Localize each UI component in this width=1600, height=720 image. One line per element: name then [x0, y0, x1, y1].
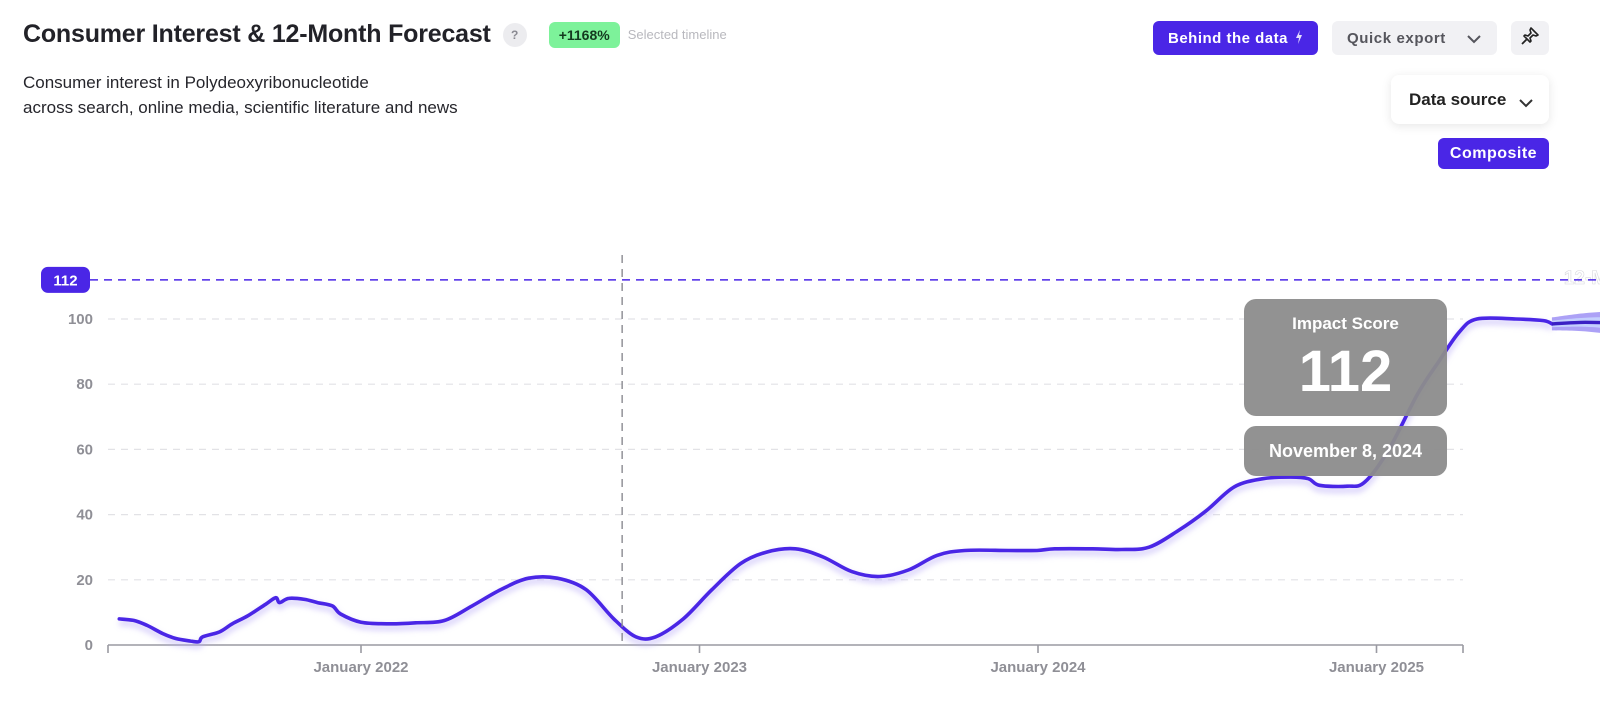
- change-badge: +1168%: [548, 21, 620, 48]
- y-tick-label: 100: [68, 311, 93, 328]
- series-line-historical: [117, 316, 1554, 644]
- x-tick-label: January 2025: [1329, 659, 1424, 676]
- header: Consumer Interest & 12-Month Forecast ? …: [23, 20, 727, 49]
- forecast-label: 12-Month Forecast: [1564, 268, 1600, 289]
- timeline-note: Selected timeline: [627, 27, 727, 42]
- data-source-dropdown[interactable]: Data source: [1391, 75, 1549, 124]
- x-tick-label: January 2023: [652, 659, 747, 676]
- quick-export-button[interactable]: Quick export: [1332, 21, 1497, 55]
- chevron-down-icon: [1519, 93, 1533, 113]
- pin-icon: [1521, 26, 1539, 50]
- y-value-badge: [41, 266, 90, 293]
- forecast-band-outer: [1551, 312, 1600, 333]
- composite-button[interactable]: Composite: [1438, 138, 1549, 169]
- help-icon[interactable]: ?: [502, 22, 527, 47]
- data-source-label: Data source: [1409, 89, 1507, 109]
- x-tick-label: January 2024: [990, 659, 1086, 676]
- y-tick-label: 40: [76, 507, 93, 524]
- bolt-icon: [1295, 29, 1303, 47]
- y-value-badge-label: 112: [53, 272, 77, 289]
- behind-the-data-label: Behind the data: [1167, 29, 1288, 47]
- chevron-down-icon: [1467, 31, 1481, 48]
- composite-label: Composite: [1449, 144, 1538, 162]
- y-tick-label: 0: [85, 637, 93, 654]
- page-title: Consumer Interest & 12-Month Forecast: [23, 20, 491, 48]
- tooltip-score-box: [1244, 299, 1447, 416]
- subtitle-line-1: Consumer interest in Polydeoxyribonucleo…: [23, 73, 369, 92]
- y-tick-label: 20: [76, 572, 93, 589]
- quick-export-label: Quick export: [1347, 29, 1446, 47]
- tooltip-date-box: [1244, 426, 1447, 476]
- subtitle-line-2: across search, online media, scientific …: [23, 98, 458, 117]
- tooltip-title: Impact Score: [1292, 314, 1399, 333]
- x-tick-label: January 2022: [313, 659, 408, 676]
- y-tick-label: 80: [76, 376, 93, 393]
- behind-the-data-button[interactable]: Behind the data: [1153, 21, 1318, 55]
- page-subtitle: Consumer interest in Polydeoxyribonucleo…: [23, 70, 623, 120]
- y-tick-label: 60: [76, 441, 93, 458]
- pin-button[interactable]: [1511, 21, 1549, 55]
- tooltip-value: 112: [1299, 339, 1393, 404]
- series-line-shadow: [118, 318, 1554, 649]
- tooltip-date: November 8, 2024: [1269, 441, 1422, 461]
